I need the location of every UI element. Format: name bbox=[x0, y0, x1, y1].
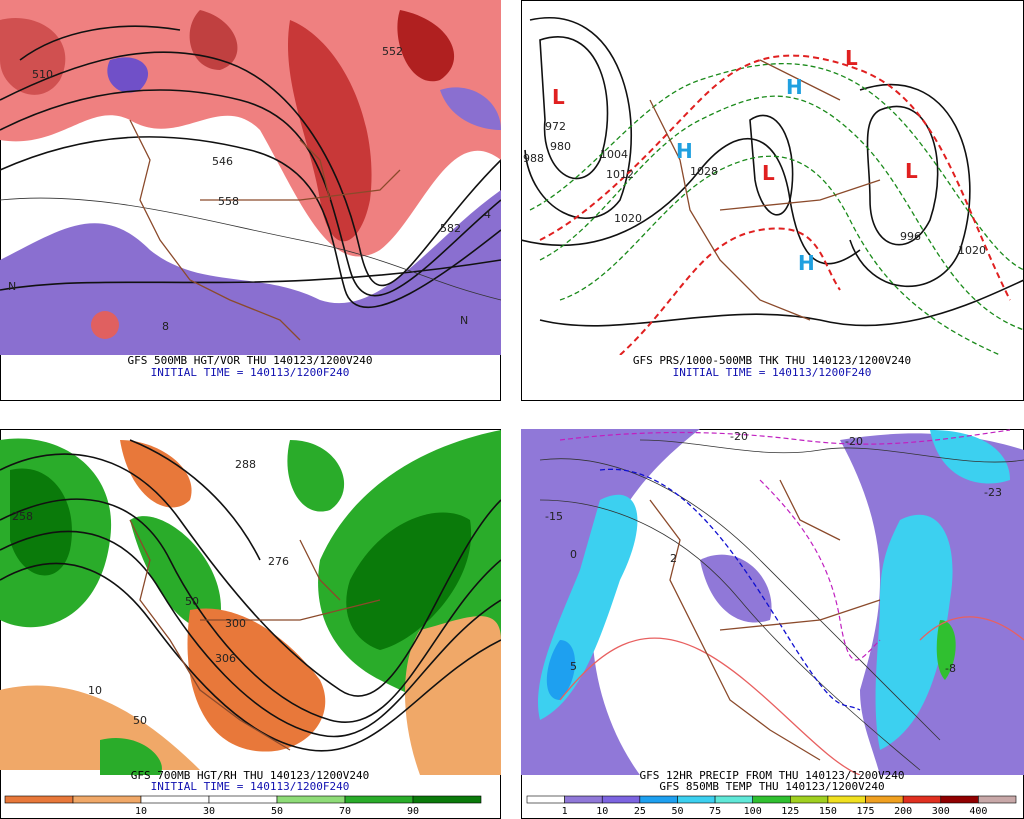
contour-label: -20 bbox=[730, 430, 748, 443]
contour-label: 5 bbox=[570, 660, 577, 673]
high-marker: H bbox=[676, 139, 693, 163]
contour-label: 1004 bbox=[600, 148, 628, 161]
contour-label: 10 bbox=[88, 684, 102, 697]
legend-label: 90 bbox=[407, 806, 419, 817]
contour-label: -23 bbox=[984, 486, 1002, 499]
legend-label: 25 bbox=[634, 806, 646, 817]
legend-swatch bbox=[677, 795, 716, 804]
legend-label: 70 bbox=[339, 806, 351, 817]
contour-label: 276 bbox=[268, 555, 289, 568]
legend-label: 50 bbox=[271, 806, 283, 817]
legend-swatch bbox=[4, 795, 74, 804]
caption: GFS 12HR PRECIP FROM THU 140123/1200V240 bbox=[640, 769, 905, 782]
high-marker: H bbox=[798, 251, 815, 275]
low-marker: L bbox=[845, 46, 858, 70]
panel-precip: -20 -20 0 2 5 -23 -15 -8 GFS 12HR PRECIP… bbox=[521, 429, 1024, 819]
map bbox=[0, 0, 501, 355]
contour-label: 558 bbox=[218, 195, 239, 208]
legend-swatch bbox=[940, 795, 979, 804]
legend-swatch bbox=[72, 795, 142, 804]
legend-swatch bbox=[344, 795, 414, 804]
legend-label: 175 bbox=[857, 806, 875, 817]
initial-time: INITIAL TIME = 140113/1200F240 bbox=[151, 366, 350, 379]
contour-label: 996 bbox=[900, 230, 921, 243]
caption: GFS 850MB TEMP THU 140123/1200V240 bbox=[659, 780, 884, 793]
low-marker: L bbox=[905, 159, 918, 183]
legend-label: 50 bbox=[671, 806, 683, 817]
high-marker: H bbox=[786, 75, 803, 99]
legend-swatch bbox=[208, 795, 278, 804]
legend-label: 30 bbox=[203, 806, 215, 817]
legend-swatch bbox=[526, 795, 565, 804]
legend-label: 150 bbox=[819, 806, 837, 817]
legend-swatch bbox=[140, 795, 210, 804]
contour-label: 258 bbox=[12, 510, 33, 523]
contour-label: 972 bbox=[545, 120, 566, 133]
legend-swatch bbox=[865, 795, 904, 804]
legend-swatch bbox=[639, 795, 678, 804]
legend-label: 10 bbox=[135, 806, 147, 817]
low-marker: L bbox=[552, 85, 565, 109]
contour-label: 4 bbox=[484, 208, 491, 221]
contour-label: 988 bbox=[523, 152, 544, 165]
legend-label: 100 bbox=[744, 806, 762, 817]
contour-label: 546 bbox=[212, 155, 233, 168]
legend-label: 300 bbox=[932, 806, 950, 817]
legend-swatch bbox=[902, 795, 942, 804]
legend-label: 1 bbox=[562, 806, 568, 817]
contour-label: 288 bbox=[235, 458, 256, 471]
contour-label: 1028 bbox=[690, 165, 718, 178]
legend-swatch bbox=[752, 795, 791, 804]
contour-label: 8 bbox=[162, 320, 169, 333]
panel-pressure: L L L L H H H 972 980 988 1004 1012 1020… bbox=[521, 0, 1024, 401]
panel-500mb: 510 546 552 558 582 N N 4 8 GFS 500MB HG… bbox=[0, 0, 501, 401]
initial-time: INITIAL TIME = 140113/1200F240 bbox=[673, 366, 872, 379]
contour-label: 300 bbox=[225, 617, 246, 630]
contour-label: N bbox=[8, 280, 16, 293]
legend-label: 125 bbox=[781, 806, 799, 817]
caption: GFS 500MB HGT/VOR THU 140123/1200V240 bbox=[127, 354, 372, 367]
map bbox=[0, 430, 501, 775]
contour-label: -8 bbox=[945, 662, 956, 675]
legend-swatch bbox=[714, 795, 753, 804]
legend-swatch bbox=[790, 795, 829, 804]
panel-700mb: 258 276 288 300 306 10 50 50 GFS 700MB H… bbox=[0, 429, 501, 819]
contour-label: 50 bbox=[133, 714, 147, 727]
contour-label: 552 bbox=[382, 45, 403, 58]
contour-label: 50 bbox=[185, 595, 199, 608]
contour-label: -15 bbox=[545, 510, 563, 523]
legend-swatch bbox=[276, 795, 346, 804]
panel-frame bbox=[521, 0, 1024, 401]
map bbox=[521, 429, 1024, 775]
contour-label: 1020 bbox=[958, 244, 986, 257]
contour-label: 1020 bbox=[614, 212, 642, 225]
legend-label: 200 bbox=[894, 806, 912, 817]
legend-swatch bbox=[412, 795, 482, 804]
legend-label: 75 bbox=[709, 806, 721, 817]
color-legend: 1 10 25 50 75 100 125 150 175 200 300 400 bbox=[526, 795, 1017, 817]
contour-label: 980 bbox=[550, 140, 571, 153]
caption: GFS 700MB HGT/RH THU 140123/1200V240 bbox=[131, 769, 369, 782]
initial-time: INITIAL TIME = 140113/1200F240 bbox=[151, 780, 350, 793]
contour-label: N bbox=[460, 314, 468, 327]
contour-label: 306 bbox=[215, 652, 236, 665]
legend-swatch bbox=[601, 795, 641, 804]
caption: GFS PRS/1000-500MB THK THU 140123/1200V2… bbox=[633, 354, 911, 367]
contour-label: 2 bbox=[670, 552, 677, 565]
contour-label: 1012 bbox=[606, 168, 634, 181]
legend-swatch bbox=[827, 795, 866, 804]
low-marker: L bbox=[762, 161, 775, 185]
contour-label: 582 bbox=[440, 222, 461, 235]
contour-label: -20 bbox=[845, 435, 863, 448]
legend-swatch bbox=[978, 795, 1017, 804]
map bbox=[521, 17, 1024, 355]
contour-label: 0 bbox=[570, 548, 577, 561]
legend-label: 400 bbox=[969, 806, 987, 817]
legend-swatch bbox=[564, 795, 603, 804]
contour-label: 510 bbox=[32, 68, 53, 81]
color-legend: 10 30 50 70 90 bbox=[4, 795, 482, 817]
legend-label: 10 bbox=[596, 806, 608, 817]
